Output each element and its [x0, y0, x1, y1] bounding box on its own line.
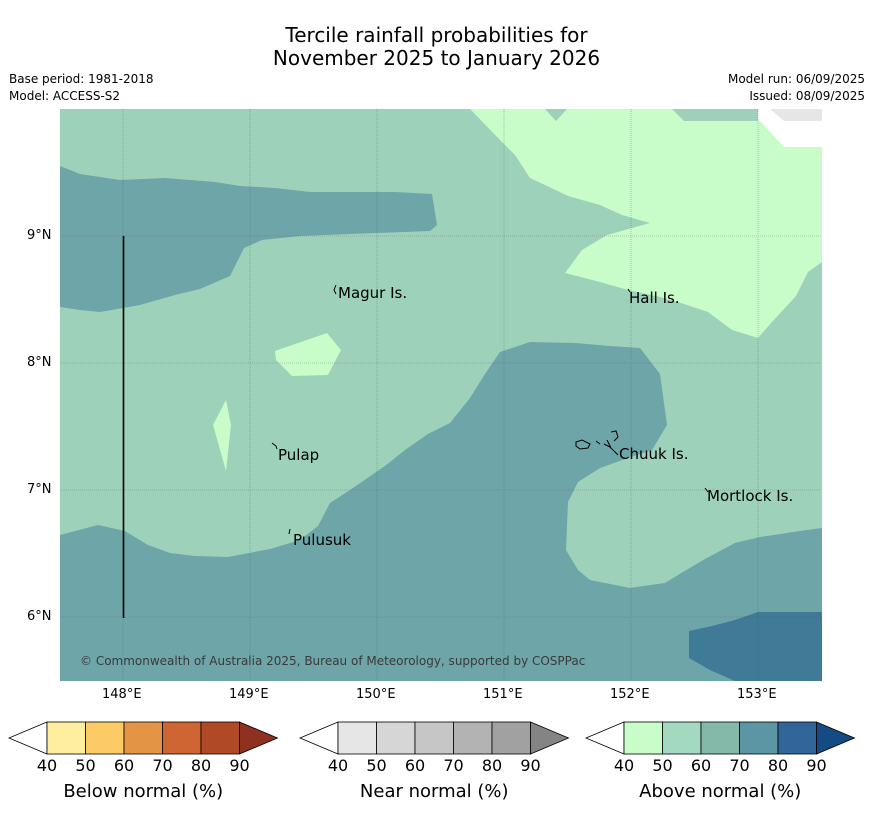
- map-area: Magur Is. Hall Is. Pulap Chuuk Is. Mortl…: [60, 109, 822, 681]
- chart-title-line2: November 2025 to January 2026: [272, 46, 601, 70]
- colorbar-above-tick: 80: [767, 756, 789, 775]
- place-label-hall: Hall Is.: [629, 289, 680, 307]
- colorbar-above-normal: [584, 721, 856, 755]
- lat-tick-9n: 9°N: [27, 228, 52, 243]
- region-above-40-50-northeast: [470, 109, 822, 338]
- place-label-mortlock: Mortlock Is.: [707, 487, 793, 505]
- colorbar-below-extend-low: [7, 721, 48, 755]
- colorbar-above-extend-high: [816, 721, 856, 755]
- colorbar-above-segment: [623, 721, 663, 755]
- lon-tick-149e: 149°E: [229, 687, 269, 702]
- colorbar-below-segment: [46, 721, 86, 755]
- chart-title-line1: Tercile rainfall probabilities for: [285, 23, 588, 47]
- place-label-pulap: Pulap: [278, 446, 319, 464]
- colorbar-near-segment: [376, 721, 416, 755]
- lon-tick-148e: 148°E: [102, 687, 142, 702]
- issued-date: Issued: 08/09/2025: [749, 89, 865, 103]
- region-near-40-50: [770, 109, 822, 121]
- pulap-island-outline: [271, 442, 278, 450]
- colorbar-above-segment: [777, 721, 817, 755]
- colorbar-below-label: Below normal (%): [63, 781, 224, 802]
- lon-tick-151e: 151°E: [483, 687, 523, 702]
- colorbar-above-tick: 60: [690, 756, 712, 775]
- colorbar-near-segment: [337, 721, 377, 755]
- colorbar-below-tick: 80: [190, 756, 212, 775]
- region-white-notch: [758, 109, 784, 121]
- colorbar-below-tick: 90: [229, 756, 250, 775]
- colorbar-near-tick: 50: [366, 756, 387, 775]
- colorbar-above-tick: 40: [613, 756, 635, 775]
- place-label-pulusuk: Pulusuk: [293, 531, 351, 549]
- colorbar-near-segment: [491, 721, 531, 755]
- colorbar-near-tick: 90: [520, 756, 541, 775]
- colorbar-near-label: Near normal (%): [359, 781, 509, 802]
- colorbar-below-segment: [162, 721, 202, 755]
- chuuk-lagoon-outline: [575, 430, 619, 456]
- place-label-magur: Magur Is.: [338, 284, 407, 302]
- region-white-notch-2: [760, 121, 822, 147]
- colorbar-near-extend-high: [530, 721, 570, 755]
- colorbar-near-tick: 70: [443, 756, 464, 775]
- colorbar-below-tick: 60: [113, 756, 135, 775]
- colorbar-above-segment: [662, 721, 702, 755]
- colorbar-below-extend-high: [239, 721, 279, 755]
- colorbar-near-segment: [414, 721, 454, 755]
- lon-tick-153e: 153°E: [737, 687, 777, 702]
- region-above-70-80-northwest: [60, 166, 437, 312]
- colorbar-below-segment: [85, 721, 125, 755]
- region-above-40-50-patch: [275, 333, 341, 376]
- island-outlines: [271, 284, 709, 535]
- colorbar-below-tick: 50: [75, 756, 96, 775]
- colorbar-below-tick: 70: [152, 756, 173, 775]
- lat-tick-6n: 6°N: [27, 609, 52, 624]
- base-period: Base period: 1981-2018: [9, 72, 154, 86]
- colorbar-below-segment: [200, 721, 240, 755]
- model-run: Model run: 06/09/2025: [727, 72, 865, 86]
- colorbar-near-tick: 40: [327, 756, 349, 775]
- colorbar-below-normal: [7, 721, 279, 755]
- colorbar-above-segment: [700, 721, 740, 755]
- region-above-70-80-south: [60, 342, 822, 681]
- colorbar-near-tick: 80: [481, 756, 503, 775]
- colorbar-above-tick: 70: [729, 756, 750, 775]
- mortlock-island-outline: [704, 487, 709, 493]
- colorbar-above-tick: 50: [652, 756, 673, 775]
- place-label-chuuk: Chuuk Is.: [619, 445, 688, 463]
- colorbar-above-segment: [739, 721, 779, 755]
- lon-tick-152e: 152°E: [610, 687, 650, 702]
- region-above-80-90: [689, 612, 822, 681]
- colorbar-above-extend-low: [584, 721, 625, 755]
- region-above-40-50-sliver: [213, 400, 231, 471]
- magur-island-outline: [333, 284, 337, 295]
- lat-tick-7n: 7°N: [27, 482, 52, 497]
- colorbar-above-tick: 90: [806, 756, 827, 775]
- colorbar-above-label: Above normal (%): [639, 781, 802, 802]
- lon-tick-150e: 150°E: [356, 687, 396, 702]
- hall-island-outline: [627, 288, 631, 293]
- copyright-notice: © Commonwealth of Australia 2025, Bureau…: [80, 654, 585, 668]
- colorbar-near-normal: [298, 721, 570, 755]
- pulusuk-island-outline: [288, 528, 291, 535]
- colorbar-near-segment: [453, 721, 493, 755]
- lat-tick-8n: 8°N: [27, 355, 52, 370]
- colorbar-below-tick: 40: [36, 756, 58, 775]
- colorbar-near-tick: 60: [404, 756, 426, 775]
- model-name: Model: ACCESS-S2: [9, 89, 121, 103]
- colorbar-near-extend-low: [298, 721, 339, 755]
- colorbar-below-segment: [123, 721, 163, 755]
